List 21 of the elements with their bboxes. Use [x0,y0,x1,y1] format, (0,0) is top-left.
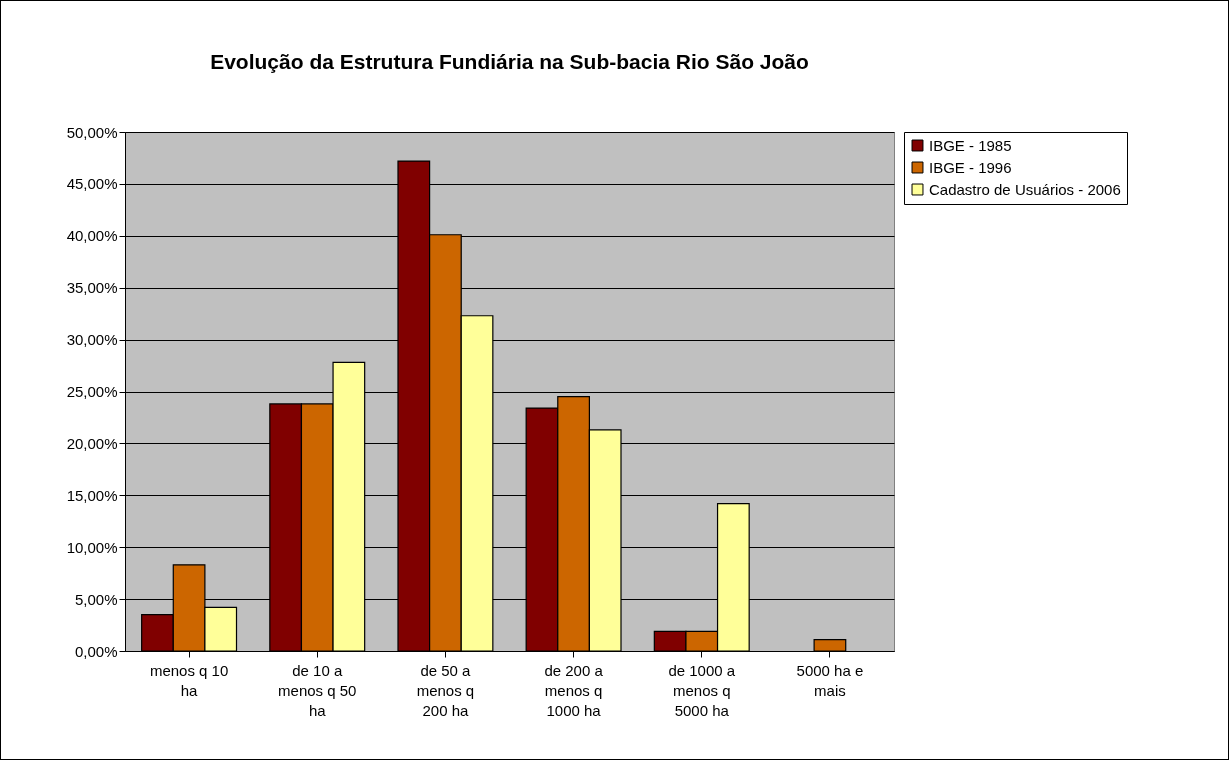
legend-label: Cadastro de Usuários - 2006 [929,180,1121,198]
y-tick-label: 20,00% [66,434,118,452]
y-tick-label: 10,00% [66,538,118,556]
y-tick-label: 45,00% [66,175,118,193]
y-tick-label: 30,00% [66,331,118,349]
y-tick-label: 15,00% [66,486,118,504]
x-tick-label: menos q 10 ha [149,661,229,699]
x-tick-label: de 50 a menos q 200 ha [416,661,475,719]
x-tick-label: de 1000 a menos q 5000 ha [668,661,736,719]
y-tick-label: 0,00% [74,642,118,660]
x-tick-label: de 200 a menos q 1000 ha [544,661,604,719]
y-tick-label: 50,00% [66,123,118,141]
y-tick-label: 40,00% [66,227,118,245]
y-tick-label: 35,00% [66,279,118,297]
y-tick-label: 5,00% [74,590,118,608]
x-tick-label: de 10 a menos q 50 ha [278,661,357,719]
legend-label: IBGE - 1985 [929,136,1012,154]
legend-label: IBGE - 1996 [929,158,1012,176]
x-tick-label: 5000 ha e mais [796,661,864,699]
y-tick-label: 25,00% [66,383,118,400]
chart-title: Evolução da Estrutura Fundiária na Sub-bacia Rio São João [210,50,809,73]
